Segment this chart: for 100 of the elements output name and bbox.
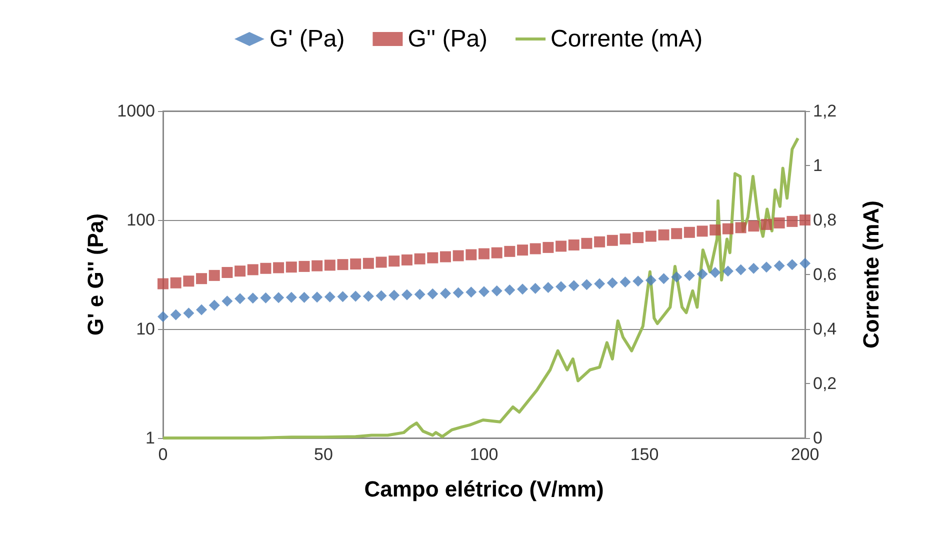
point — [748, 220, 760, 232]
point — [183, 308, 194, 319]
x-tick-label: 150 — [630, 445, 659, 464]
point — [774, 217, 785, 228]
line-series — [162, 136, 800, 440]
point — [376, 290, 387, 302]
point — [606, 277, 618, 288]
point — [158, 278, 168, 290]
point — [208, 270, 220, 281]
point — [222, 266, 233, 278]
point — [478, 248, 490, 260]
point — [452, 250, 464, 262]
point — [530, 282, 541, 294]
point — [491, 285, 502, 296]
point — [710, 266, 721, 278]
legend-label: G'' (Pa) — [408, 26, 488, 52]
point — [786, 216, 798, 227]
point — [517, 284, 528, 295]
point — [581, 238, 592, 249]
y2-tick-label: 0,8 — [813, 210, 837, 230]
point — [684, 226, 695, 238]
point — [427, 252, 438, 264]
point — [786, 259, 798, 270]
point — [401, 254, 412, 266]
point — [247, 264, 258, 276]
point — [671, 271, 682, 282]
point — [337, 291, 348, 302]
point — [620, 233, 631, 244]
point — [581, 279, 592, 290]
point — [504, 246, 516, 257]
point — [350, 290, 362, 302]
x-tick-label: 50 — [314, 445, 333, 464]
point — [414, 253, 426, 264]
point — [196, 273, 208, 284]
point — [427, 288, 438, 300]
point — [568, 280, 580, 292]
point — [247, 292, 258, 304]
point — [376, 256, 387, 268]
point — [273, 262, 284, 274]
y2-tick-label: 0,4 — [813, 320, 837, 338]
point — [350, 258, 362, 270]
point — [696, 268, 708, 280]
point — [324, 291, 336, 302]
legend-label: G' (Pa) — [269, 26, 345, 52]
point — [388, 290, 400, 301]
point — [735, 264, 746, 276]
point — [594, 236, 606, 248]
point — [273, 292, 284, 304]
point — [517, 244, 528, 256]
point — [684, 270, 695, 281]
point — [466, 286, 477, 298]
point — [606, 234, 618, 246]
point — [452, 287, 464, 298]
point — [208, 300, 220, 311]
point — [542, 282, 554, 294]
point — [594, 278, 606, 290]
point — [362, 258, 374, 269]
point — [800, 214, 810, 226]
point — [222, 296, 233, 307]
point — [234, 266, 246, 277]
x-tick-label: 100 — [470, 445, 498, 464]
point — [312, 260, 323, 272]
point — [632, 232, 644, 244]
y2-tick-label: 1,2 — [813, 102, 837, 120]
point — [170, 277, 182, 288]
point — [298, 260, 310, 272]
point — [710, 224, 721, 236]
point — [658, 229, 670, 240]
point — [286, 292, 297, 303]
point — [671, 228, 682, 240]
y-tick-label: 100 — [126, 210, 155, 230]
x-tick-label: 0 — [158, 445, 168, 464]
y-tick-label: 10 — [136, 320, 155, 338]
point — [362, 290, 374, 302]
x-axis-title: Campo elétrico (V/mm) — [364, 476, 604, 502]
y2-tick-label: 0,2 — [813, 374, 837, 393]
point — [466, 249, 477, 260]
point — [556, 240, 567, 252]
point — [260, 262, 272, 274]
point — [504, 284, 516, 296]
point — [632, 276, 644, 287]
y2-axis-title: Corrente (mA) — [858, 200, 884, 348]
point — [312, 292, 323, 303]
point — [158, 311, 168, 322]
point — [556, 281, 567, 292]
point — [645, 230, 656, 242]
point — [542, 242, 554, 253]
y-axis-title: G' e G'' (Pa) — [82, 213, 108, 336]
point — [491, 247, 502, 258]
y-tick-label: 1000 — [117, 102, 155, 120]
point — [774, 260, 785, 272]
point — [568, 239, 580, 250]
point — [478, 286, 490, 298]
point — [183, 276, 194, 287]
point — [760, 262, 772, 273]
point — [388, 256, 400, 267]
point — [260, 292, 272, 304]
point — [298, 292, 310, 303]
point — [234, 293, 246, 304]
point — [286, 262, 297, 273]
